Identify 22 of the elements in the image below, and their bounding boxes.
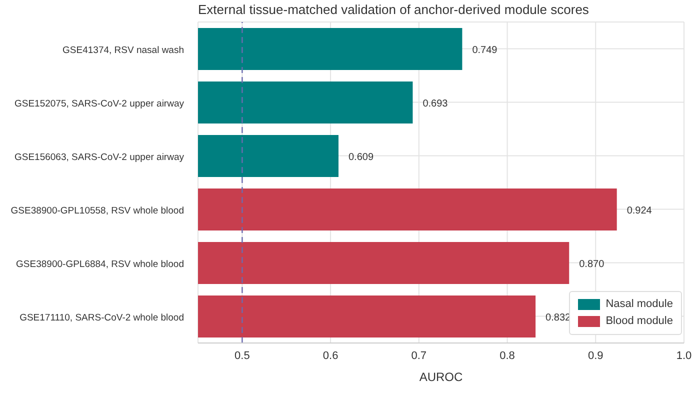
legend-label: Nasal module [606,297,673,312]
legend-label: Blood module [606,314,673,329]
x-tick-label: 0.7 [411,350,427,362]
data-label: 0.693 [422,98,448,110]
x-tick-label: 0.8 [500,350,515,362]
x-tick-label: 0.6 [322,350,338,362]
data-label: 0.832 [546,312,572,324]
y-tick-label: GSE38900-GPL6884, RSV whole blood [16,258,184,270]
chart-title: External tissue-matched validation of anchor-derived module scores [198,2,589,17]
x-tick-label: 1.0 [676,350,692,362]
x-axis-title: AUROC [419,370,463,384]
x-tick-label: 0.5 [234,350,250,362]
y-tick-label: GSE171110, SARS-CoV-2 whole blood [20,312,184,324]
y-tick-label: GSE156063, SARS-CoV-2 upper airway [14,152,184,163]
x-tick-label: 0.9 [588,350,604,362]
data-label: 0.749 [472,45,498,56]
y-tick-label: GSE41374, RSV nasal wash [62,44,184,56]
data-label: 0.870 [579,259,605,270]
data-label: 0.924 [626,206,652,216]
y-tick-label: GSE152075, SARS-CoV-2 upper airway [14,98,184,110]
data-label: 0.609 [348,152,374,163]
y-tick-label: GSE38900-GPL10558, RSV whole blood [10,205,184,216]
